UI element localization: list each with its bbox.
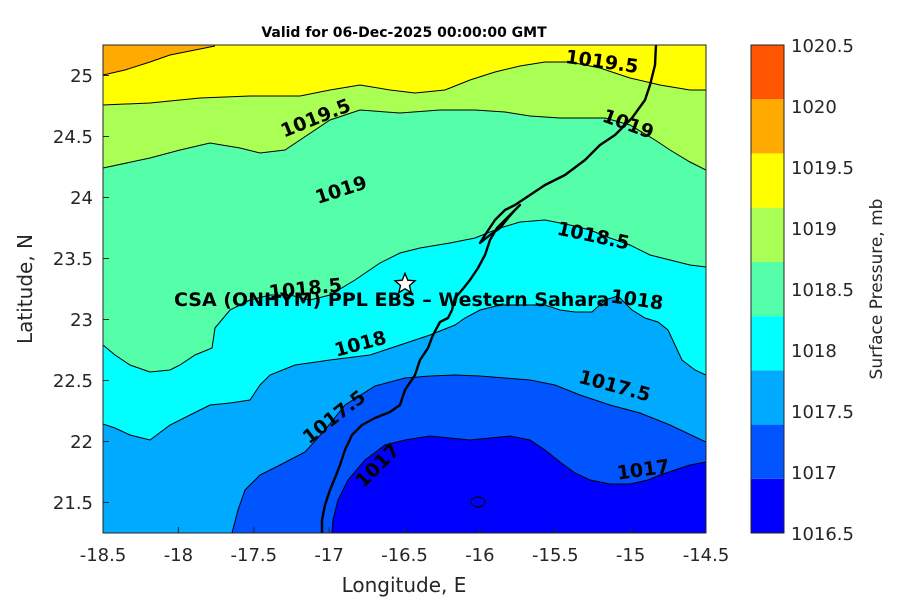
y-tick-label: 23.5	[53, 249, 93, 270]
y-tick-label: 21.5	[53, 493, 93, 514]
isoline-1020	[103, 45, 216, 76]
y-tick-label: 24	[70, 188, 93, 209]
colorbar-tick-label: 1017	[791, 463, 837, 484]
coastline	[320, 45, 658, 533]
x-tick-label: -17	[314, 545, 343, 566]
low-pressure-cell	[470, 496, 486, 508]
colorbar-segment-1019.5	[751, 153, 784, 208]
colorbar-tick-label: 1020	[791, 97, 837, 118]
isoline-1019	[103, 109, 706, 171]
y-axis-label: Latitude, N	[13, 234, 37, 344]
colorbar-tick-label: 1019.5	[791, 158, 854, 179]
colorbar-tick-label: 1016.5	[791, 524, 854, 545]
colorbar-segment-1019	[751, 207, 784, 262]
x-tick-label: -17.5	[231, 545, 278, 566]
colorbar-segment-1020.5	[751, 45, 784, 100]
colorbar-tick-label: 1017.5	[791, 402, 854, 423]
y-axis: 21.5 22 22.5 23 23.5 24 24.5 25 Latitude…	[13, 66, 109, 514]
x-axis-label: Longitude, E	[342, 573, 467, 597]
colorbar-tick-label: 1018	[791, 341, 837, 362]
fill-level-1016.5	[332, 436, 706, 533]
station-star-icon	[393, 271, 417, 295]
x-tick-label: -16	[465, 545, 494, 566]
colorbar-segment-1018.5	[751, 261, 784, 317]
colorbar-label: Surface Pressure, mb	[867, 199, 887, 380]
isoline-1018.5	[103, 219, 706, 373]
y-tick-label: 24.5	[53, 127, 93, 148]
x-tick-label: -15	[616, 545, 645, 566]
x-tick-label: -18.5	[80, 545, 127, 566]
station-label: CSA (ONHYM) PPL EBS – Western Sahara	[174, 289, 609, 311]
isoline-1017	[331, 435, 706, 533]
colorbar-segment-1017	[751, 424, 784, 479]
colorbar-segment-1016.5	[751, 478, 784, 533]
x-tick-label: -18	[164, 545, 193, 566]
isoline-1019.5	[103, 61, 706, 106]
chart-title: Valid for 06-Dec-2025 00:00:00 GMT	[261, 25, 547, 41]
x-axis: -18.5 -18 -17.5 -17 -16.5 -16 -15.5 -15 …	[80, 527, 730, 597]
x-tick-label: -14.5	[683, 545, 730, 566]
isoline-1017.5	[231, 374, 706, 533]
colorbar-segment-1020	[751, 99, 784, 154]
colorbar: 1016.5 1017 1017.5 1018 1018.5 1019 1019…	[750, 36, 887, 545]
x-tick-label: -15.5	[532, 545, 579, 566]
colorbar-tick-label: 1019	[791, 219, 837, 240]
y-tick-label: 22.5	[53, 371, 93, 392]
y-tick-label: 22	[70, 432, 93, 453]
colorbar-segment-1018	[751, 316, 784, 371]
colorbar-tick-label: 1020.5	[791, 36, 854, 57]
y-tick-label: 25	[70, 66, 93, 87]
colorbar-segment-1017.5	[751, 370, 784, 425]
isoline-1018	[103, 295, 706, 441]
x-tick-label: -16.5	[381, 545, 428, 566]
y-tick-label: 23	[70, 310, 93, 331]
colorbar-frame	[750, 44, 785, 534]
colorbar-tick-label: 1018.5	[791, 280, 854, 301]
contour-plot: 1019.5 1019.5 1019 1019 1018.5 1018.5 10…	[102, 44, 707, 534]
